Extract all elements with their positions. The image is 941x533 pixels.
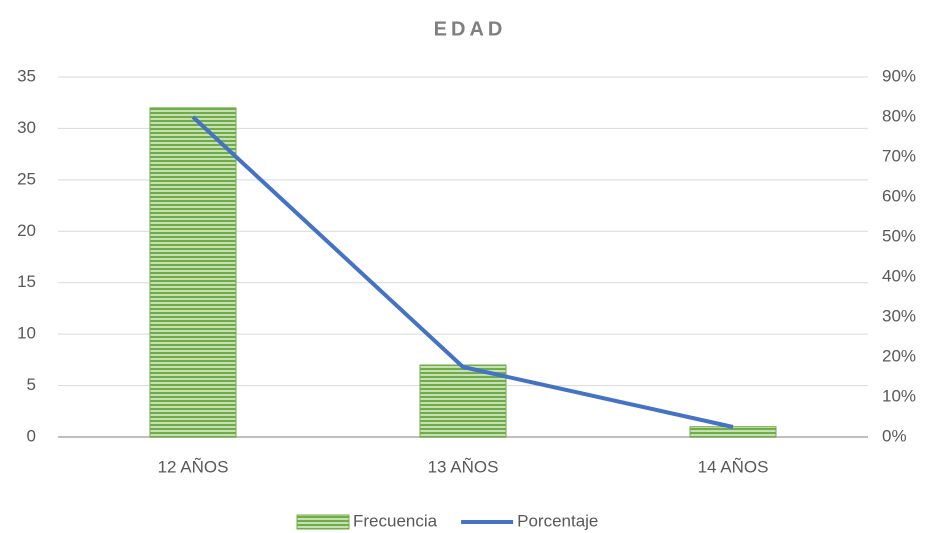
y2-tick-label: 80% [882,106,916,125]
y-tick-label: 30 [17,118,36,137]
bar [689,426,777,438]
x-tick-label: 13 AÑOS [428,457,499,476]
bar [419,364,507,438]
legend-swatch [296,514,350,530]
line [191,115,734,429]
y2-tick-label: 50% [882,226,916,245]
y2-tick-label: 20% [882,346,916,365]
y-tick-label: 15 [17,272,36,291]
y2-tick-label: 0% [882,426,907,445]
chart-title: EDAD [434,18,507,40]
y-tick-label: 0 [27,426,36,445]
y2-tick-label: 30% [882,306,916,325]
y2-tick-label: 10% [882,386,916,405]
y-tick-label: 35 [17,66,36,85]
x-tick-label: 14 AÑOS [698,457,769,476]
bar [149,107,237,438]
x-tick-label: 12 AÑOS [158,457,229,476]
y2-tick-label: 40% [882,266,916,285]
y-tick-label: 10 [17,324,36,343]
y-tick-label: 25 [17,169,36,188]
y2-tick-label: 70% [882,146,916,165]
y2-tick-label: 90% [882,66,916,85]
y-tick-label: 5 [27,375,36,394]
legend-label: Frecuencia [353,511,438,530]
legend-label: Porcentaje [517,511,598,530]
y-tick-label: 20 [17,221,36,240]
y2-tick-label: 60% [882,186,916,205]
